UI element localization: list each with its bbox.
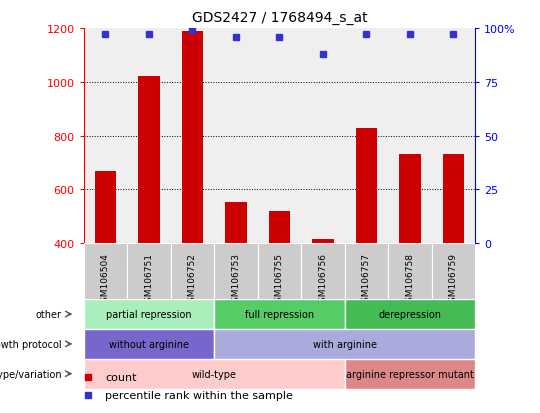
Bar (84, 359, 345, 389)
Text: GSM106758: GSM106758 (406, 252, 415, 307)
Text: other: other (36, 309, 62, 319)
Bar (225, 202, 247, 244)
Bar (399, 155, 421, 244)
Bar (345, 244, 388, 299)
Text: percentile rank within the sample: percentile rank within the sample (105, 390, 293, 400)
Title: GDS2427 / 1768494_s_at: GDS2427 / 1768494_s_at (192, 11, 367, 25)
Bar (181, 32, 204, 244)
Text: GSM106759: GSM106759 (449, 252, 458, 307)
Bar (301, 29, 345, 244)
Bar (171, 244, 214, 299)
Text: GSM106755: GSM106755 (275, 252, 284, 307)
Text: with arginine: with arginine (313, 339, 377, 349)
Bar (171, 29, 214, 244)
Bar (94, 171, 116, 244)
Bar (345, 299, 475, 329)
Bar (388, 29, 431, 244)
Text: GSM106504: GSM106504 (101, 252, 110, 307)
Bar (214, 29, 258, 244)
Text: growth protocol: growth protocol (0, 339, 62, 349)
Bar (301, 244, 345, 299)
Bar (214, 329, 475, 359)
Bar (388, 244, 431, 299)
Bar (127, 244, 171, 299)
Bar (138, 77, 160, 244)
Bar (84, 329, 214, 359)
Bar (345, 359, 475, 389)
Text: GSM106752: GSM106752 (188, 252, 197, 307)
Bar (127, 29, 171, 244)
Text: full repression: full repression (245, 309, 314, 319)
Bar (84, 244, 127, 299)
Bar (258, 244, 301, 299)
Text: arginine repressor mutant: arginine repressor mutant (346, 369, 474, 379)
Text: partial repression: partial repression (106, 309, 192, 319)
Text: GSM106753: GSM106753 (232, 252, 240, 307)
Bar (355, 128, 377, 244)
Bar (84, 299, 214, 329)
Bar (312, 240, 334, 244)
Bar (258, 29, 301, 244)
Text: derepression: derepression (379, 309, 442, 319)
Bar (214, 244, 258, 299)
Text: count: count (105, 372, 137, 382)
Text: without arginine: without arginine (109, 339, 189, 349)
Bar (431, 244, 475, 299)
Text: wild-type: wild-type (192, 369, 237, 379)
Text: genotype/variation: genotype/variation (0, 369, 62, 379)
Bar (431, 29, 475, 244)
Text: GSM106757: GSM106757 (362, 252, 371, 307)
Bar (84, 29, 127, 244)
Bar (214, 299, 345, 329)
Text: GSM106756: GSM106756 (319, 252, 327, 307)
Bar (268, 211, 291, 244)
Bar (443, 155, 464, 244)
Text: GSM106751: GSM106751 (145, 252, 153, 307)
Bar (345, 29, 388, 244)
